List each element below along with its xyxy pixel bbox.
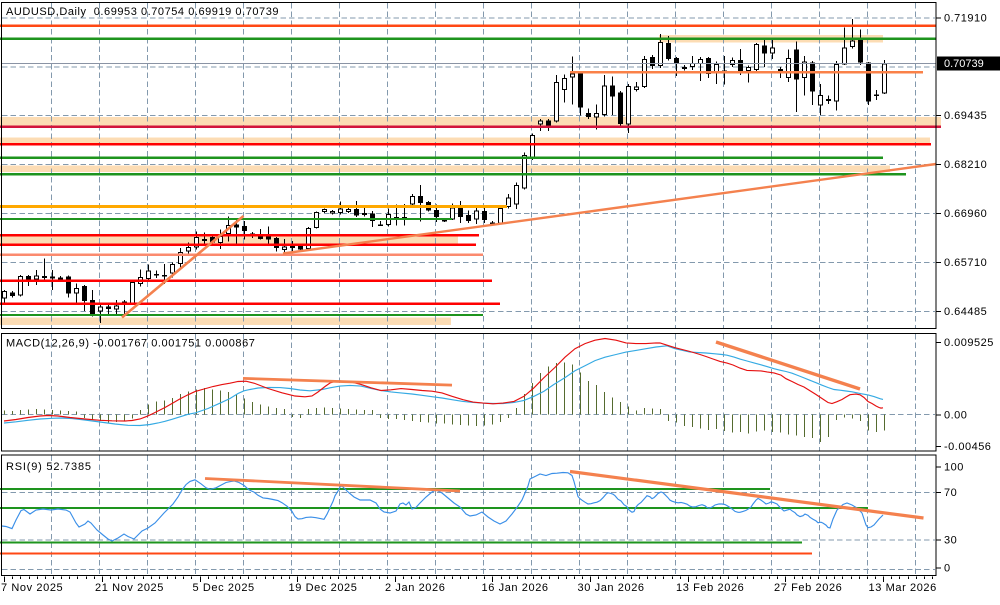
- svg-text:0.71910: 0.71910: [944, 12, 987, 24]
- svg-text:0.00: 0.00: [944, 410, 967, 422]
- svg-text:100: 100: [944, 462, 964, 474]
- svg-text:27 Feb 2026: 27 Feb 2026: [774, 582, 842, 594]
- svg-text:13 Mar 2026: 13 Mar 2026: [869, 582, 937, 594]
- svg-text:30: 30: [944, 535, 957, 547]
- svg-text:13 Feb 2026: 13 Feb 2026: [676, 582, 744, 594]
- svg-text:0.65710: 0.65710: [944, 257, 987, 269]
- svg-text:0.009525: 0.009525: [944, 337, 994, 349]
- svg-text:7 Nov 2025: 7 Nov 2025: [1, 582, 63, 594]
- svg-text:MACD(12,26,9) -0.001767 0.0017: MACD(12,26,9) -0.001767 0.001751 0.00086…: [6, 338, 255, 350]
- svg-text:0.64485: 0.64485: [944, 306, 987, 318]
- svg-text:19 Dec 2025: 19 Dec 2025: [289, 582, 358, 594]
- svg-text:70: 70: [944, 487, 957, 499]
- svg-text:AUDUSD,Daily 0.69953 0.70754: AUDUSD,Daily 0.69953 0.70754 0.69919 0.7…: [6, 6, 279, 18]
- svg-text:30 Jan 2026: 30 Jan 2026: [578, 582, 645, 594]
- svg-text:2 Jan 2026: 2 Jan 2026: [385, 582, 445, 594]
- svg-text:0.69435: 0.69435: [944, 110, 987, 122]
- svg-text:0.70739: 0.70739: [944, 58, 984, 70]
- svg-text:21 Nov 2025: 21 Nov 2025: [95, 582, 164, 594]
- svg-text:RSI(9) 52.7385: RSI(9) 52.7385: [6, 461, 92, 473]
- svg-text:5 Dec 2025: 5 Dec 2025: [193, 582, 255, 594]
- svg-text:0: 0: [944, 563, 951, 575]
- svg-text:0.66960: 0.66960: [944, 208, 987, 220]
- svg-text:0.68210: 0.68210: [944, 159, 987, 171]
- svg-text:16 Jan 2026: 16 Jan 2026: [482, 582, 549, 594]
- svg-text:-0.00456: -0.00456: [944, 441, 991, 453]
